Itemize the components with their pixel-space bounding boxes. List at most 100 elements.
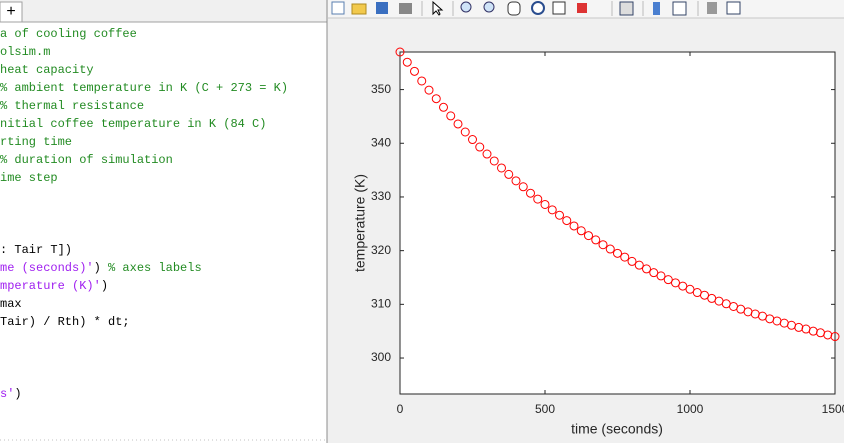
tab-plus[interactable]: + bbox=[6, 3, 15, 20]
marker bbox=[605, 244, 615, 254]
axes-box bbox=[399, 51, 836, 395]
marker bbox=[533, 194, 543, 204]
marker bbox=[504, 169, 514, 179]
marker bbox=[576, 226, 586, 236]
marker bbox=[671, 278, 680, 288]
marker bbox=[555, 210, 564, 220]
y-axis-label: temperature (K) bbox=[352, 174, 368, 272]
code-token: s' bbox=[0, 387, 14, 401]
icon-rotate[interactable] bbox=[531, 1, 545, 15]
icon-legend[interactable] bbox=[672, 1, 687, 16]
icon-zoom-in[interactable] bbox=[460, 1, 472, 13]
code-token: max bbox=[0, 297, 22, 311]
icon-link[interactable] bbox=[619, 1, 634, 16]
code-line: % thermal resistance bbox=[0, 99, 144, 113]
marker bbox=[634, 260, 644, 270]
code-line: ime step bbox=[0, 171, 58, 185]
y-tick-label: 340 bbox=[371, 135, 391, 149]
marker bbox=[460, 127, 470, 137]
icon-zoom-out[interactable] bbox=[483, 1, 495, 13]
code-line: Tair) / Rth) * dt; bbox=[0, 315, 130, 329]
code-token: : Tair T]) bbox=[0, 243, 72, 257]
icon-pointer[interactable] bbox=[432, 0, 444, 16]
marker bbox=[620, 252, 630, 262]
x-tick-label: 500 bbox=[535, 402, 555, 416]
code-token: ) bbox=[14, 387, 21, 401]
icon-open[interactable] bbox=[351, 3, 367, 15]
code-token: % thermal resistance bbox=[0, 99, 144, 113]
tab-bar bbox=[0, 0, 327, 22]
marker bbox=[446, 111, 456, 121]
code-token: ime step bbox=[0, 171, 58, 185]
y-tick-label: 300 bbox=[371, 350, 391, 364]
marker bbox=[700, 290, 709, 300]
marker bbox=[591, 235, 601, 245]
marker bbox=[475, 142, 485, 152]
code-token: Tair) / Rth) * dt; bbox=[0, 315, 130, 329]
marker bbox=[598, 240, 608, 250]
marker bbox=[410, 66, 419, 76]
code-line: me (seconds)') % axes labels bbox=[0, 261, 202, 275]
code-line: % ambient temperature in K (C + 273 = K) bbox=[0, 81, 288, 95]
code-token: % axes labels bbox=[108, 261, 202, 275]
marker bbox=[497, 163, 506, 173]
icon-datatip[interactable] bbox=[552, 1, 566, 15]
x-tick-label: 1500 bbox=[822, 402, 844, 416]
icon-pan[interactable] bbox=[507, 1, 521, 16]
code-line: % duration of simulation bbox=[0, 153, 173, 167]
editor-pane bbox=[0, 0, 327, 443]
x-axis-label: time (seconds) bbox=[571, 421, 663, 437]
code-area: a of cooling coffee olsim.m heat capacity… bbox=[0, 27, 288, 401]
marker bbox=[613, 248, 622, 258]
code-line: : Tair T]) bbox=[0, 243, 72, 257]
icon-show[interactable] bbox=[726, 1, 741, 15]
marker bbox=[511, 176, 521, 186]
code-token: rting time bbox=[0, 135, 72, 149]
code-token: % duration of simulation bbox=[0, 153, 173, 167]
marker bbox=[642, 264, 651, 274]
marker bbox=[562, 216, 572, 226]
marker bbox=[453, 119, 463, 129]
code-token: me (seconds)' bbox=[0, 261, 94, 275]
marker bbox=[402, 57, 412, 67]
icon-colorbar[interactable] bbox=[653, 2, 660, 15]
code-line: rting time bbox=[0, 135, 72, 149]
marker bbox=[468, 135, 477, 145]
icon-hide[interactable] bbox=[707, 2, 717, 14]
y-tick-label: 320 bbox=[371, 243, 391, 257]
marker bbox=[649, 268, 659, 278]
marker bbox=[526, 188, 535, 198]
code-token: nitial coffee temperature in K (84 C) bbox=[0, 117, 266, 131]
code-line: a of cooling coffee bbox=[0, 27, 137, 41]
marker bbox=[431, 94, 441, 104]
marker bbox=[794, 322, 804, 332]
y-tick-label: 330 bbox=[371, 189, 391, 203]
marker bbox=[584, 231, 593, 241]
code-line: nitial coffee temperature in K (84 C) bbox=[0, 117, 266, 131]
icon-print[interactable] bbox=[399, 3, 412, 14]
icon-new[interactable] bbox=[331, 1, 345, 15]
marker bbox=[489, 156, 499, 166]
plot: 0 500 1000 1500 300 310 320 330 340 350 bbox=[371, 47, 844, 416]
marker bbox=[424, 85, 434, 95]
marker bbox=[808, 326, 818, 336]
code-token: a of cooling coffee bbox=[0, 27, 137, 41]
code-token: olsim.m bbox=[0, 45, 50, 59]
x-tick-label: 0 bbox=[397, 402, 404, 416]
marker bbox=[395, 47, 405, 57]
x-tick-label: 1000 bbox=[677, 402, 704, 416]
marker bbox=[685, 284, 695, 294]
y-tick-label: 350 bbox=[371, 82, 391, 96]
y-tick-label: 310 bbox=[371, 297, 391, 311]
marker bbox=[678, 281, 688, 291]
code-line: s') bbox=[0, 387, 22, 401]
marker bbox=[547, 205, 557, 215]
marker bbox=[656, 271, 666, 281]
marker bbox=[540, 199, 550, 209]
toolbar-icons bbox=[331, 0, 741, 16]
marker bbox=[830, 332, 840, 342]
marker bbox=[823, 330, 833, 340]
marker bbox=[482, 149, 492, 159]
icon-brush[interactable] bbox=[577, 3, 587, 13]
icon-save[interactable] bbox=[376, 2, 388, 14]
